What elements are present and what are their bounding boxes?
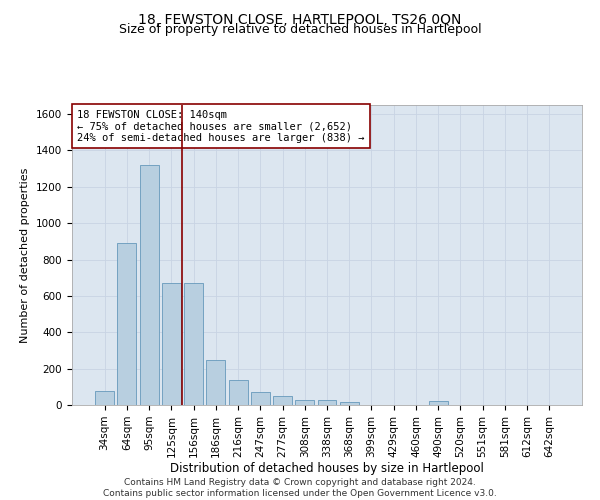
- Bar: [429, 402, 448, 405]
- Bar: [317, 400, 337, 405]
- Bar: [206, 360, 225, 405]
- Text: 18, FEWSTON CLOSE, HARTLEPOOL, TS26 0QN: 18, FEWSTON CLOSE, HARTLEPOOL, TS26 0QN: [139, 12, 461, 26]
- Bar: [340, 402, 359, 405]
- Text: 18 FEWSTON CLOSE: 140sqm
← 75% of detached houses are smaller (2,652)
24% of sem: 18 FEWSTON CLOSE: 140sqm ← 75% of detach…: [77, 110, 365, 142]
- Bar: [184, 283, 203, 405]
- Bar: [95, 392, 114, 405]
- Text: Contains HM Land Registry data © Crown copyright and database right 2024.
Contai: Contains HM Land Registry data © Crown c…: [103, 478, 497, 498]
- X-axis label: Distribution of detached houses by size in Hartlepool: Distribution of detached houses by size …: [170, 462, 484, 475]
- Text: Size of property relative to detached houses in Hartlepool: Size of property relative to detached ho…: [119, 22, 481, 36]
- Bar: [118, 242, 136, 405]
- Bar: [229, 380, 248, 405]
- Bar: [273, 396, 292, 405]
- Bar: [295, 400, 314, 405]
- Y-axis label: Number of detached properties: Number of detached properties: [20, 168, 31, 342]
- Bar: [162, 283, 181, 405]
- Bar: [251, 392, 270, 405]
- Bar: [140, 165, 158, 405]
